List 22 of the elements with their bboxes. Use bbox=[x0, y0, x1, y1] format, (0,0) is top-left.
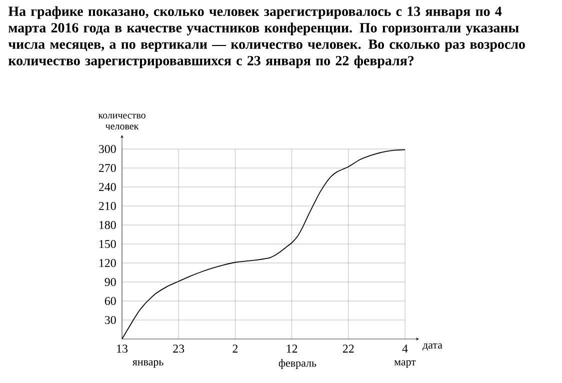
y-tick-label: 90 bbox=[104, 278, 116, 286]
y-tick-label: 150 bbox=[99, 240, 116, 248]
y-axis-title: количество человек bbox=[98, 114, 146, 130]
y-tick-label: 120 bbox=[99, 258, 116, 268]
x-tick-label: 22 bbox=[342, 344, 354, 353]
chart-title: На графике показано, сколько человек зарегистрировалось с 13 января по 4 марта 2016 года в качестве участников конференции. По горизонтали указаны числа месяцев, а по вертикали — количество человек. Во сколько раз возросло количество зарегистрировавшихся с 23 января по 22 февраля? bbox=[8, 6, 525, 68]
y-tick-label: 240 bbox=[98, 182, 116, 192]
x-tick-label: 2 bbox=[232, 344, 238, 353]
x-tick-label: 4 bbox=[402, 344, 408, 353]
y-tick-label: 30 bbox=[104, 316, 116, 324]
text: январь bbox=[132, 360, 164, 368]
y-tick-label: 210 bbox=[98, 202, 116, 210]
x-tick-label: 13 bbox=[117, 344, 128, 353]
y-tick-label: 270 bbox=[98, 164, 116, 172]
x-tick-label: 12 bbox=[286, 344, 298, 353]
y-tick-label: 60 bbox=[104, 296, 116, 306]
x-axis-title: дата bbox=[422, 343, 442, 351]
y-tick-label: 180 bbox=[99, 220, 116, 230]
x-tick-label: 23 bbox=[173, 344, 184, 353]
text: март bbox=[394, 360, 416, 368]
text: февраль bbox=[278, 359, 316, 369]
y-tick-label: 300 bbox=[99, 144, 116, 154]
